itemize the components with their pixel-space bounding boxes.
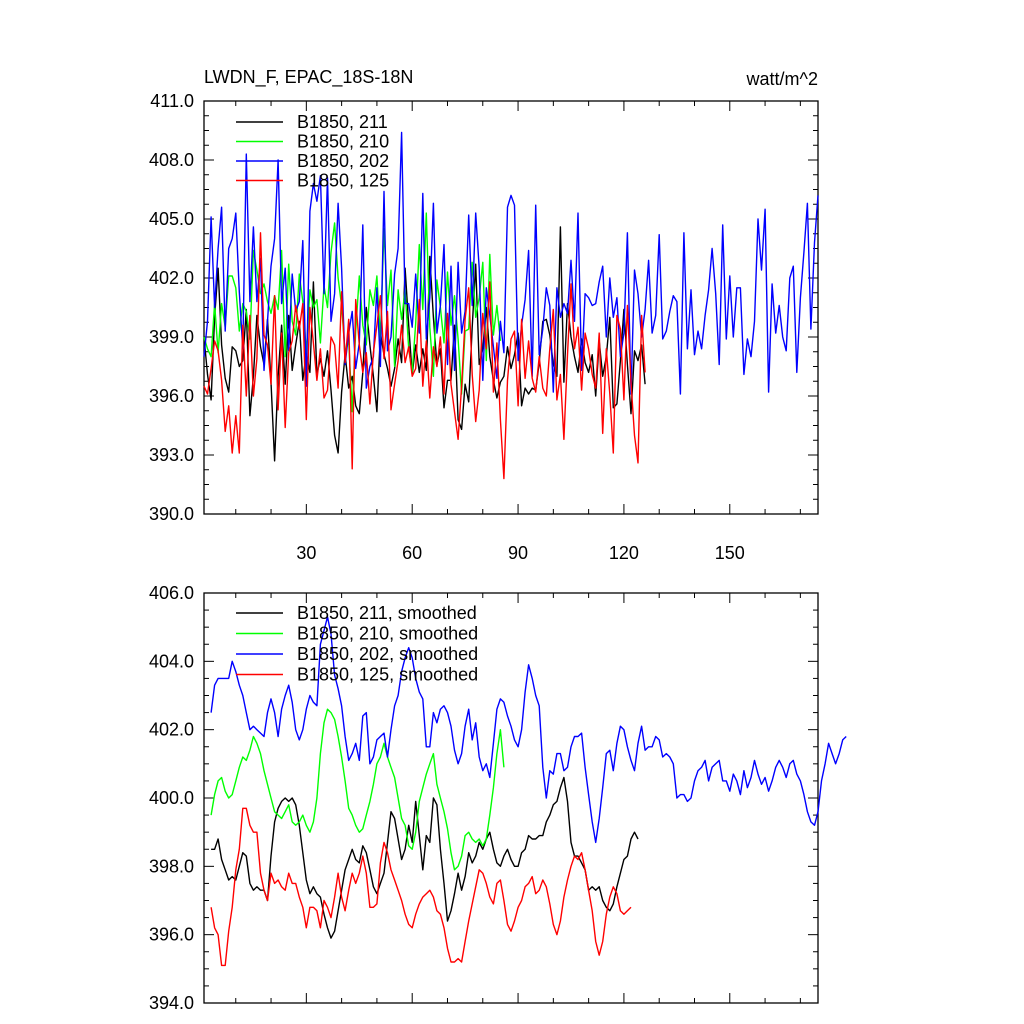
top-panel: LWDN_F, EPAC_18S-18N watt/m^2 390.0 393.0… bbox=[149, 67, 819, 563]
units-label: watt/m^2 bbox=[746, 69, 818, 89]
x-tick-label: 30 bbox=[296, 543, 316, 563]
panel-title: LWDN_F, EPAC_18S-18N bbox=[204, 67, 413, 88]
y-tick-label: 400.0 bbox=[149, 788, 194, 808]
legend-label-1: B1850, 210 bbox=[297, 132, 389, 152]
y-tick-label: 402.0 bbox=[149, 268, 194, 288]
y-tick-label: 404.0 bbox=[149, 651, 194, 671]
series-line-1 bbox=[203, 212, 502, 413]
series-line-3 bbox=[203, 232, 646, 480]
legend-label-3: B1850, 125, smoothed bbox=[297, 665, 478, 685]
series-line-2 bbox=[203, 131, 819, 395]
y-tick-label: 402.0 bbox=[149, 720, 194, 740]
series-line-0 bbox=[211, 776, 639, 939]
legend-label-0: B1850, 211, smoothed bbox=[297, 603, 477, 623]
y-tick-label: 394.0 bbox=[149, 993, 194, 1013]
y-tick-label: 405.0 bbox=[149, 209, 194, 229]
y-tick-label: 408.0 bbox=[149, 150, 194, 170]
legend-label-2: B1850, 202 bbox=[297, 151, 389, 171]
series-line-3 bbox=[210, 807, 632, 967]
legend-label-0: B1850, 211 bbox=[297, 112, 388, 132]
y-tick-label: 393.0 bbox=[149, 445, 194, 465]
x-tick-label: 120 bbox=[609, 543, 639, 563]
y-tick-label: 399.0 bbox=[149, 327, 194, 347]
series-line-1 bbox=[210, 708, 505, 871]
x-tick-label: 60 bbox=[402, 543, 422, 563]
y-tick-label: 406.0 bbox=[149, 583, 194, 603]
y-tick-label: 396.0 bbox=[149, 925, 194, 945]
y-tick-label: 396.0 bbox=[149, 386, 194, 406]
x-tick-label: 150 bbox=[715, 543, 745, 563]
legend-label-1: B1850, 210, smoothed bbox=[297, 624, 478, 644]
x-tick-label: 90 bbox=[508, 543, 528, 563]
bottom-panel: 394.0 396.0 398.0 400.0 402.0 404.0 406.0 B185… bbox=[149, 583, 847, 1013]
y-tick-label: 398.0 bbox=[149, 856, 194, 876]
legend-label-2: B1850, 202, smoothed bbox=[297, 644, 478, 664]
series-line-2 bbox=[210, 616, 847, 844]
y-tick-label: 411.0 bbox=[150, 91, 194, 111]
legend-label-3: B1850, 125 bbox=[297, 171, 389, 191]
y-tick-label: 390.0 bbox=[149, 504, 194, 524]
